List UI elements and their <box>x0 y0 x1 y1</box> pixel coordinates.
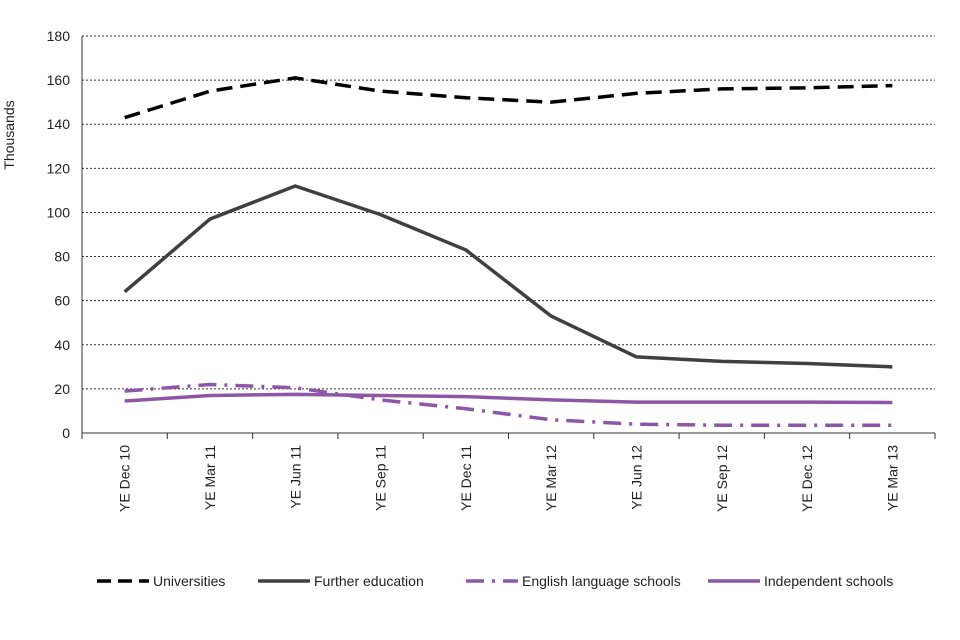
x-tick-label: YE Jun 12 <box>628 445 644 510</box>
x-tick-label: YE Sep 12 <box>714 445 730 512</box>
series-line-universities <box>124 76 893 120</box>
legend-label: Independent schools <box>764 573 893 589</box>
series-line-english-language-schools <box>124 382 893 428</box>
legend-item: Universities <box>97 573 225 589</box>
legend-label: Universities <box>153 573 225 589</box>
x-tick-label: YE Dec 11 <box>458 445 474 511</box>
y-axis-label: Thousands <box>1 100 17 169</box>
legend-item: Further education <box>258 573 424 589</box>
legend-item: Independent schools <box>708 573 893 589</box>
gridlines <box>82 35 935 390</box>
legend-item: English language schools <box>466 573 681 589</box>
x-tick-label: YE Jun 11 <box>287 445 303 509</box>
y-tick-label: 20 <box>54 381 70 397</box>
y-axis: 0 20 40 60 80 100 120 140 160 180 <box>47 28 83 441</box>
y-tick-label: 180 <box>47 28 71 44</box>
x-axis: YE Dec 10 YE Mar 11 YE Jun 11 YE Sep 11 YE D… <box>81 432 936 512</box>
series-lines <box>123 76 893 428</box>
y-tick-label: 0 <box>62 425 70 441</box>
y-tick-label: 100 <box>47 204 71 220</box>
y-tick-label: 120 <box>47 160 71 176</box>
x-tick-label: YE Dec 10 <box>117 445 133 512</box>
x-tick-label: YE Mar 13 <box>884 445 900 511</box>
y-tick-label: 40 <box>54 337 70 353</box>
y-tick-label: 60 <box>54 293 70 309</box>
y-tick-label: 160 <box>47 72 71 88</box>
x-tick-label: YE Sep 11 <box>373 445 389 511</box>
x-tick-label: YE Mar 11 <box>202 445 218 510</box>
x-tick-label: YE Mar 12 <box>543 445 559 511</box>
y-tick-label: 140 <box>47 116 71 132</box>
series-line-independent-schools <box>124 392 893 405</box>
legend-label: Further education <box>314 573 424 589</box>
x-tick-label: YE Dec 12 <box>799 445 815 512</box>
y-tick-label: 80 <box>54 249 70 265</box>
series-line-further-education <box>123 184 893 369</box>
legend: Universities Further education English lan… <box>97 573 893 589</box>
legend-label: English language schools <box>522 573 681 589</box>
